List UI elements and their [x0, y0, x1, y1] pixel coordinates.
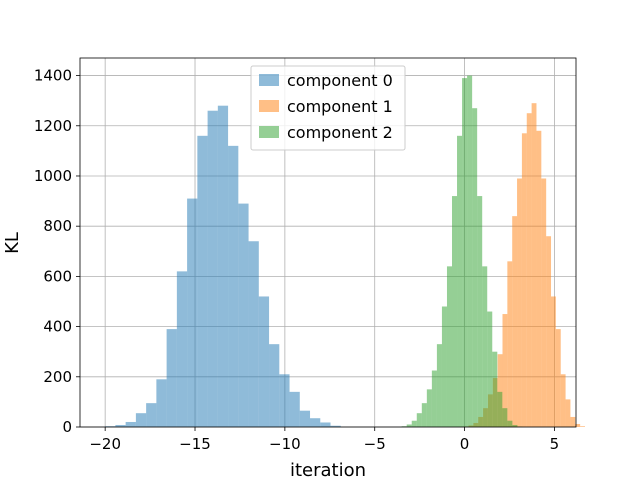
- histogram-bar: [421, 403, 427, 427]
- legend-label: component 1: [287, 97, 393, 116]
- y-tick-label: 600: [43, 267, 72, 285]
- histogram-bar: [248, 241, 259, 427]
- histogram-bar: [531, 103, 537, 428]
- axes: [79, 57, 577, 428]
- histogram-bar: [521, 133, 527, 427]
- histogram-bar: [457, 135, 463, 427]
- histogram-bars: [105, 75, 585, 428]
- histogram-bar: [502, 314, 508, 427]
- histogram-bar: [238, 203, 249, 427]
- histogram-bar: [492, 351, 498, 427]
- x-tick-label: 5: [550, 435, 560, 453]
- histogram-bar: [546, 236, 552, 427]
- histogram-bar: [187, 198, 198, 427]
- histogram-bar: [580, 426, 585, 427]
- y-tick-label: 1200: [34, 117, 72, 135]
- histogram-bar: [269, 344, 280, 427]
- y-tick-label: 1000: [34, 167, 72, 185]
- histogram-bar: [541, 178, 547, 427]
- x-tick-label: −20: [89, 435, 121, 453]
- histogram-bar: [560, 374, 566, 427]
- histogram-bar: [507, 420, 513, 427]
- legend-label: component 2: [287, 123, 393, 142]
- histogram-bar: [156, 379, 167, 427]
- histogram-bar: [551, 296, 556, 427]
- histogram-bar: [467, 75, 473, 428]
- legend-swatch: [259, 74, 279, 86]
- x-tick-label: 0: [460, 435, 470, 453]
- histogram-bar: [320, 422, 331, 427]
- histogram-bar: [207, 110, 218, 427]
- histogram-bar: [507, 261, 513, 427]
- histogram-bar: [258, 296, 270, 427]
- x-axis-label: iteration: [290, 460, 366, 480]
- y-tick-label: 400: [43, 318, 72, 336]
- histogram-bar: [411, 420, 417, 427]
- histogram-bar: [536, 130, 542, 428]
- histogram-bar: [431, 370, 437, 427]
- plot-frame: [79, 57, 577, 428]
- histogram-bar: [526, 113, 532, 427]
- histogram-bar: [330, 425, 341, 427]
- histogram-bar: [426, 389, 432, 427]
- histogram-bar: [406, 424, 412, 427]
- y-tick-label: 800: [43, 217, 72, 235]
- histogram-bar: [146, 403, 157, 427]
- histogram-bar: [512, 216, 518, 427]
- x-tick-label: −5: [364, 435, 386, 453]
- histogram-bar: [512, 424, 518, 427]
- histogram-bar: [565, 399, 571, 427]
- histogram-bar: [441, 306, 447, 427]
- histogram-bar: [299, 410, 311, 427]
- y-tick-label: 0: [62, 418, 72, 436]
- histogram-bar: [472, 108, 478, 428]
- histogram-bar: [446, 266, 452, 427]
- histogram-bar: [125, 421, 136, 427]
- histogram-bar: [452, 196, 458, 427]
- x-tick-label: −10: [269, 435, 301, 453]
- histogram-bar: [502, 408, 508, 427]
- histogram-bar: [482, 266, 488, 427]
- legend-swatch: [259, 126, 279, 138]
- histogram-bar: [197, 135, 208, 427]
- legend-label: component 0: [287, 71, 393, 90]
- histogram-bar: [228, 145, 239, 427]
- histogram-bar: [166, 329, 177, 427]
- histogram-bar: [217, 105, 229, 427]
- histogram-bar: [176, 271, 188, 427]
- legend-box: [250, 65, 406, 151]
- y-axis-label: KL: [2, 232, 23, 254]
- histogram-bar: [310, 418, 321, 427]
- histogram-bar: [462, 78, 468, 427]
- histogram-bar: [497, 354, 503, 427]
- legend-swatch: [259, 100, 279, 112]
- histogram-bar: [279, 374, 290, 427]
- histogram-bar: [115, 424, 126, 427]
- histogram-bar: [436, 344, 442, 427]
- histogram-bar: [575, 423, 581, 427]
- legend: component 0 component 1 component 2: [250, 65, 406, 151]
- x-tick-label: −15: [179, 435, 211, 453]
- histogram-bar: [416, 413, 422, 427]
- histogram-bar: [135, 413, 147, 427]
- histogram-bar: [570, 416, 576, 427]
- histogram-bar: [555, 329, 561, 427]
- histogram-bar: [289, 391, 300, 427]
- histogram-bar: [517, 178, 522, 427]
- histogram-bar: [477, 196, 483, 427]
- histogram-bar: [497, 391, 503, 427]
- y-tick-label: 200: [43, 368, 72, 386]
- tick-labels: −20 −15 −10 −5 0 5 0 200 400 600 800 1000 1200 1400: [34, 67, 559, 453]
- histogram-bar: [487, 311, 493, 427]
- y-tick-label: 1400: [34, 67, 72, 85]
